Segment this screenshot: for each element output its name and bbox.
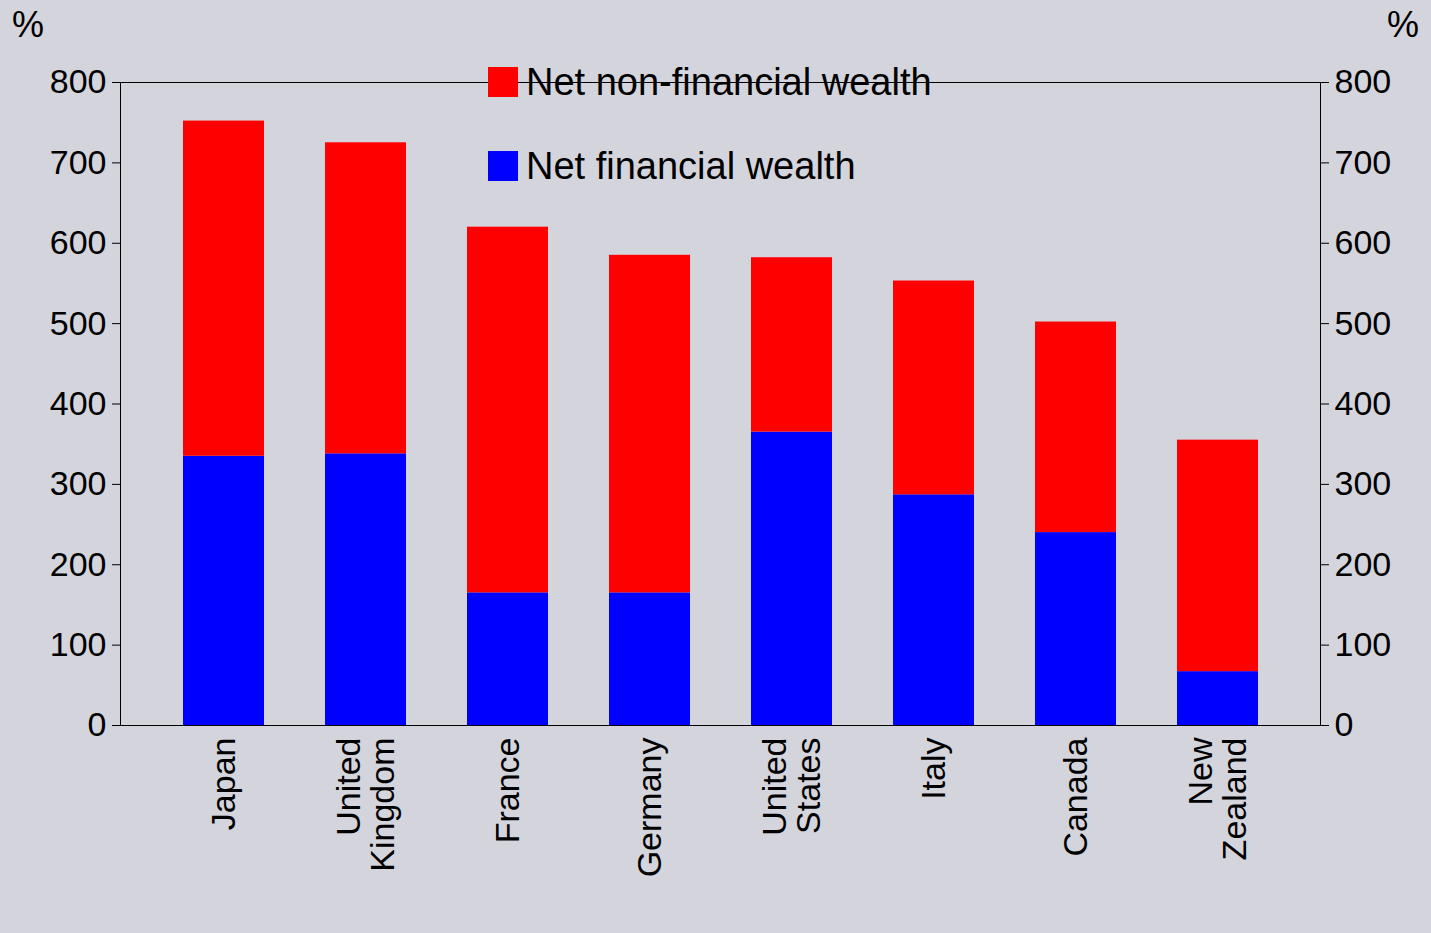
- svg-text:UnitedStates: UnitedStates: [755, 738, 827, 836]
- svg-text:NewZealand: NewZealand: [1181, 737, 1253, 860]
- svg-text:Canada: Canada: [1056, 737, 1094, 856]
- svg-text:600: 600: [1335, 223, 1392, 261]
- svg-text:Germany: Germany: [630, 738, 668, 878]
- svg-text:Japan: Japan: [204, 738, 242, 831]
- svg-text:700: 700: [50, 143, 107, 181]
- svg-text:UnitedKingdom: UnitedKingdom: [329, 738, 401, 872]
- svg-text:100: 100: [1335, 625, 1392, 663]
- svg-text:300: 300: [1335, 464, 1392, 502]
- html-text:Net financial wealth: Net financial wealth: [526, 144, 856, 187]
- svg-text:500: 500: [1335, 304, 1392, 342]
- svg-text:France: France: [488, 738, 526, 844]
- svg-text:Italy: Italy: [914, 738, 952, 800]
- svg-text:0: 0: [88, 705, 107, 743]
- svg-text:600: 600: [50, 223, 107, 261]
- svg-text:800: 800: [1335, 62, 1392, 100]
- svg-text:100: 100: [50, 625, 107, 663]
- html-text:Net non-financial wealth: Net non-financial wealth: [526, 60, 932, 103]
- svg-text:200: 200: [50, 545, 107, 583]
- svg-text:500: 500: [50, 304, 107, 342]
- svg-text:700: 700: [1335, 143, 1392, 181]
- svg-text:800: 800: [50, 62, 107, 100]
- svg-text:200: 200: [1335, 545, 1392, 583]
- svg-text:400: 400: [1335, 384, 1392, 422]
- svg-text:400: 400: [50, 384, 107, 422]
- svg-text:0: 0: [1335, 705, 1354, 743]
- svg-text:300: 300: [50, 464, 107, 502]
